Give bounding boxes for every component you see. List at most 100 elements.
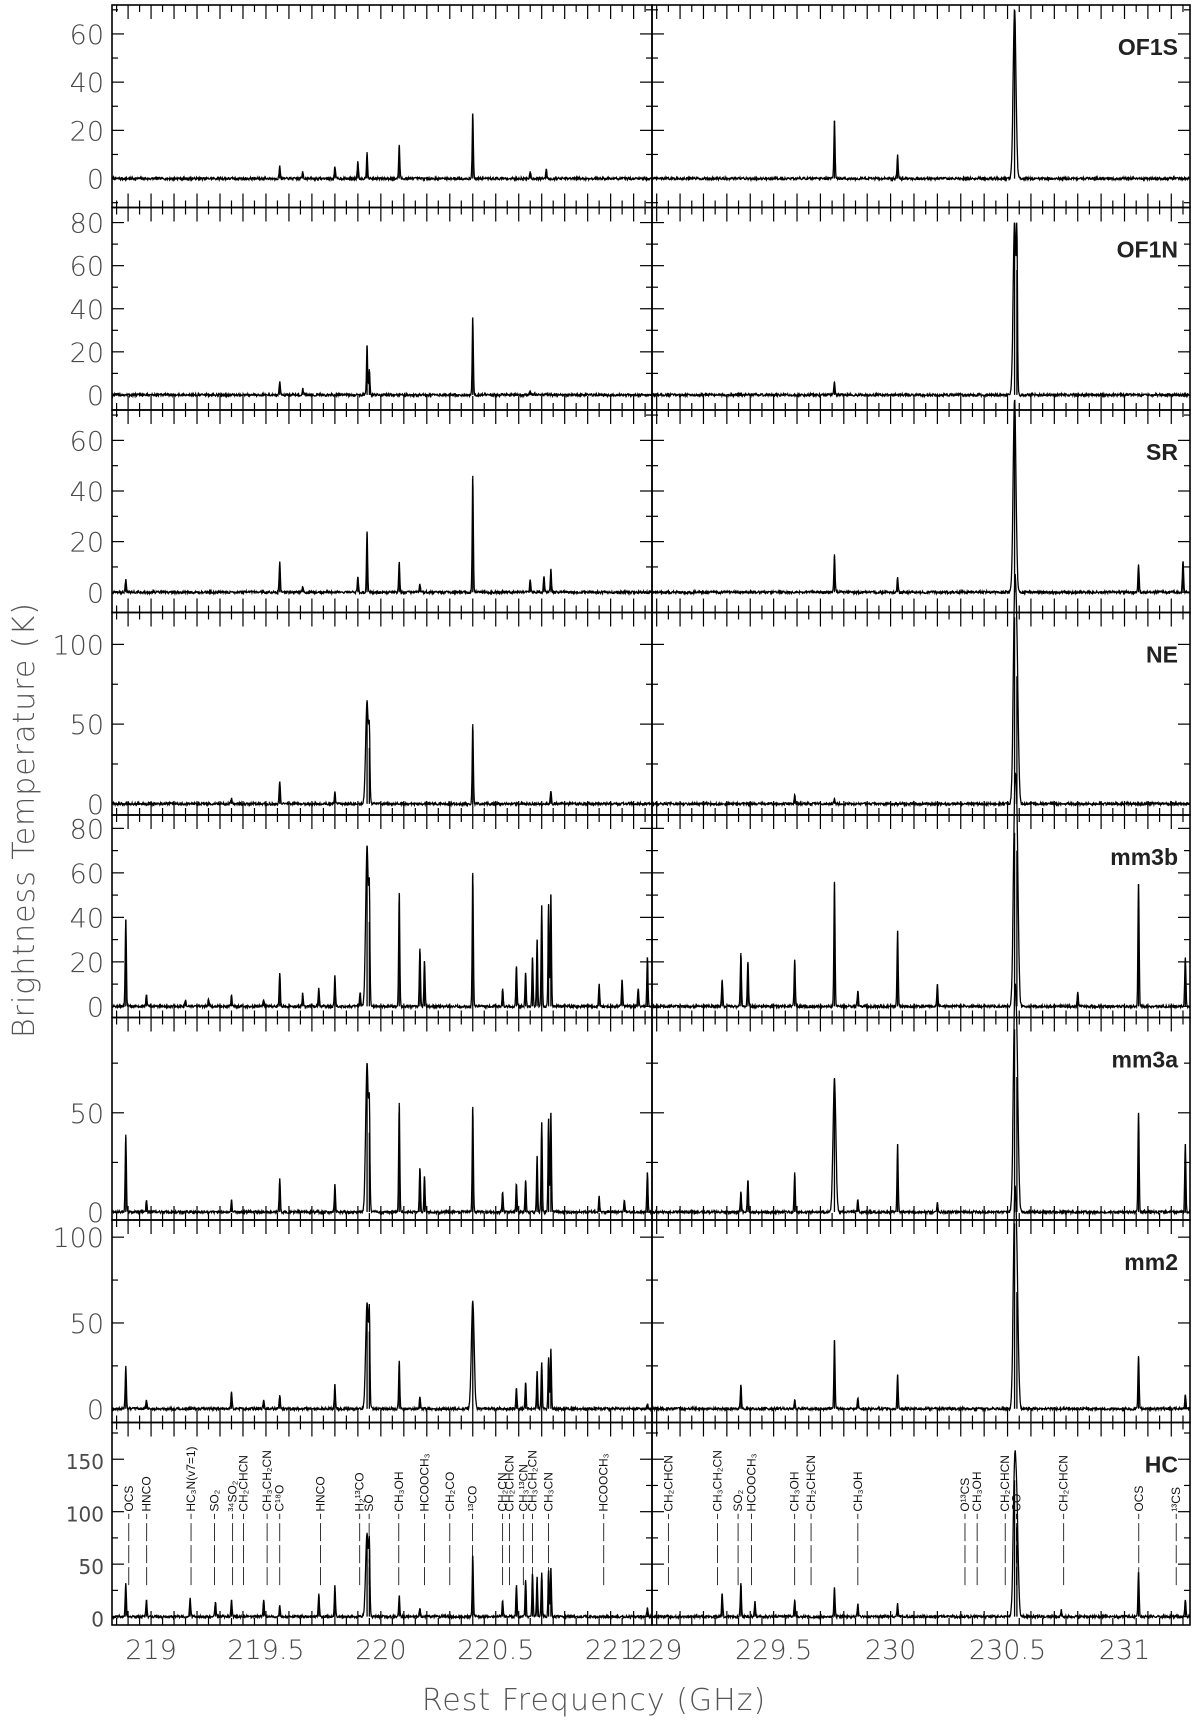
panel-SR-column-1: 0 20 40 60 (70, 409, 653, 614)
line-id-label: HC₃N(v7=1) (184, 1446, 198, 1511)
line-id-label: CH₃CH₂CN (526, 1450, 540, 1512)
line-id-label: CH₃OH (392, 1471, 406, 1511)
line-id-label: CH₂CN (496, 1472, 510, 1511)
source-label: SR (1146, 439, 1178, 465)
y-tick-label: 50 (79, 1555, 104, 1579)
y-tick-label: 40 (70, 68, 104, 99)
line-id-label: CH₂CHCN (804, 1455, 818, 1512)
x-tick-label: 230 (865, 1635, 917, 1666)
spectrum-line (111, 114, 653, 183)
panel-mm2: 0 50 100 mm2 (52, 1185, 1191, 1426)
line-id-label: CH₂CHCN (236, 1455, 250, 1512)
panel-OF1N-column-1: 0 20 40 60 80 (70, 206, 653, 412)
line-id-label: HNCO (313, 1476, 327, 1511)
line-id-label: HNCO (140, 1476, 154, 1511)
y-tick-label: 0 (87, 790, 104, 821)
spectrum-line (651, 1450, 1191, 1621)
line-id-label: C¹⁸O (273, 1485, 287, 1512)
panel-mm2-column-2: mm2 (651, 1185, 1191, 1424)
panel-mm2-column-1: 0 50 100 (52, 1219, 653, 1426)
line-id-label: ¹³CO (466, 1486, 480, 1512)
line-id-label: CH₃¹³CN (516, 1464, 530, 1512)
y-tick-label: 80 (70, 209, 104, 240)
line-id-label: HCOOCH₃ (744, 1453, 758, 1511)
source-label: mm3b (1110, 844, 1178, 870)
line-id-label: CH₂CO (443, 1472, 457, 1512)
y-tick-label: 40 (70, 295, 104, 326)
x-tick-label: 229.5 (735, 1635, 812, 1666)
line-id-label: OCS (1132, 1486, 1146, 1512)
line-id-label: CH₂CHCN (1057, 1455, 1071, 1512)
y-tick-label: 100 (52, 630, 104, 661)
line-id-label: O¹³CS (958, 1478, 972, 1512)
panel-frame (111, 409, 653, 614)
spectrum-line (111, 845, 653, 1011)
line-id-label: SO₂ (731, 1489, 745, 1511)
y-tick-label: 20 (70, 528, 104, 559)
y-tick-label: 40 (70, 477, 104, 508)
line-id-label: CH₃CH₂CN (260, 1450, 274, 1512)
line-id-label: OCS (122, 1486, 136, 1512)
panel-frame (651, 1219, 1191, 1424)
y-tick-label: 0 (91, 1608, 104, 1632)
panel-frame (651, 206, 1191, 411)
line-id-label: CO (1009, 1494, 1023, 1512)
panel-frame (651, 611, 1191, 816)
source-label: OF1N (1117, 237, 1178, 263)
y-axis-title: Brightness Temperature (K) (7, 602, 42, 1038)
y-tick-label: 20 (70, 948, 104, 979)
y-tick-label: 100 (66, 1503, 104, 1527)
line-id-label: CH₃OH (788, 1471, 802, 1511)
spectrum-line (651, 1185, 1191, 1413)
y-tick-label: 0 (87, 1198, 104, 1229)
source-label: mm2 (1124, 1249, 1178, 1275)
panel-mm3b-column-2: mm3b (651, 771, 1191, 1019)
panel-OF1S-column-2: OF1S (651, 4, 1191, 209)
y-tick-label: 0 (87, 1395, 104, 1426)
y-tick-label: 60 (70, 20, 104, 51)
panel-SR: 0 20 40 60 SR (70, 399, 1191, 614)
panel-NE-column-1: 0 50 100 (52, 611, 653, 821)
line-id-label: CH₃CH₂CN (710, 1450, 724, 1512)
line-id-label: CH₂CHCN (503, 1455, 517, 1512)
spectrum-line (111, 701, 653, 808)
line-id-label: SO₂ (207, 1489, 221, 1511)
panel-frame (111, 1219, 653, 1424)
spectrum-line (111, 478, 653, 596)
line-id-label: CH₂CHCN (661, 1455, 675, 1512)
y-tick-label: 20 (70, 116, 104, 147)
x-axis-title: Rest Frequency (GHz) (422, 1683, 766, 1718)
panel-NE: 0 50 100 NE (52, 574, 1191, 821)
y-tick-label: 40 (70, 903, 104, 934)
spectrum-line (651, 574, 1191, 808)
x-tick-label: 231 (1099, 1635, 1151, 1666)
panel-SR-column-2: SR (651, 399, 1191, 614)
x-tick-label: 220 (355, 1635, 407, 1666)
panel-frame (651, 1421, 1191, 1626)
y-tick-label: 0 (87, 381, 104, 412)
y-tick-label: 50 (70, 1309, 104, 1340)
x-tick-label: 220.5 (457, 1635, 534, 1666)
spectrum-line (111, 1301, 652, 1413)
line-id-label: CH₃CN (542, 1472, 556, 1512)
y-tick-label: 100 (52, 1223, 104, 1254)
panel-mm3b: 0 20 40 60 80 mm3b (70, 771, 1191, 1023)
spectrum-line (112, 1533, 653, 1621)
spectrum-line (651, 222, 1190, 399)
panel-frame (651, 409, 1191, 614)
y-tick-label: 150 (66, 1450, 104, 1474)
panel-mm3a: 0 50 mm3a (70, 983, 1191, 1229)
panel-mm3a-column-2: mm3a (651, 983, 1191, 1221)
y-tick-label: 0 (87, 992, 104, 1023)
y-tick-label: 0 (87, 165, 104, 196)
y-tick-label: 20 (70, 338, 104, 369)
line-id-label: CH₃OH (970, 1471, 984, 1511)
x-tick-label: 221 (585, 1635, 637, 1666)
line-id-label: ³⁴SO₂ (226, 1480, 240, 1511)
spectrum-line (111, 319, 653, 399)
y-tick-label: 60 (70, 426, 104, 457)
panel-frame (651, 1016, 1191, 1221)
panel-OF1N: 0 20 40 60 80 OF1N (70, 206, 1191, 412)
